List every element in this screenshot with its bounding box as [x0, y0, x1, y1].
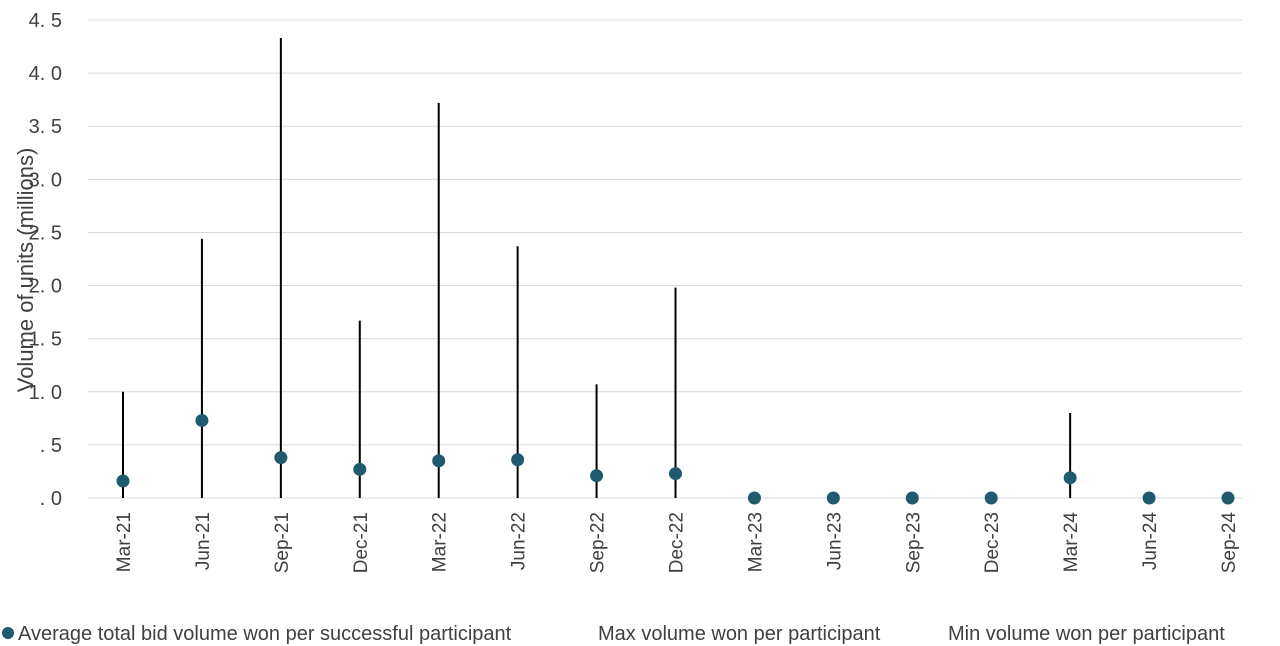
average-point: [905, 491, 919, 505]
y-tick-label: 3. 0: [29, 169, 62, 191]
legend-entry: Min volume won per participant: [948, 623, 1225, 645]
x-tick-label: Mar-21: [114, 512, 135, 572]
average-point: [432, 454, 446, 468]
x-tick-label: Dec-22: [667, 512, 688, 573]
y-tick-label: . 5: [40, 435, 62, 457]
x-tick-label: Mar-22: [430, 512, 451, 572]
y-axis-ticks: . 0 . 5 1. 0 1. 5 2. 0 2. 5 3. 0 3. 5 4. 0 4. 5: [29, 10, 62, 510]
average-point: [1142, 491, 1156, 505]
y-tick-label: . 0: [40, 488, 62, 510]
y-tick-label: 1. 5: [29, 329, 62, 351]
average-point: [1063, 471, 1077, 485]
y-tick-label: 1. 0: [29, 382, 62, 404]
x-tick-label: Sep-23: [903, 512, 924, 573]
y-tick-label: 2. 0: [29, 276, 62, 298]
grid-layer: [88, 19, 1242, 499]
y-tick-label: 4. 0: [29, 63, 62, 85]
x-tick-label: Mar-24: [1061, 512, 1082, 573]
y-tick-label: 4. 5: [29, 10, 62, 32]
x-tick-label: Jun-22: [509, 512, 530, 570]
average-point: [353, 462, 367, 476]
average-point: [195, 413, 209, 427]
range-lines: [122, 38, 1072, 498]
x-axis-ticks: Mar-21 Jun-21 Sep-21 Dec-21 Mar-22 Jun-22 Sep-…: [114, 512, 1240, 574]
average-point: [984, 491, 998, 505]
average-point: [747, 491, 761, 505]
x-tick-label: Jun-21: [193, 512, 214, 570]
legend-entry: Max volume won per participant: [598, 623, 881, 645]
average-point: [116, 474, 130, 488]
y-tick-label: 3. 5: [29, 116, 62, 138]
average-point: [669, 467, 682, 481]
average-point: [590, 469, 604, 483]
legend-marker-average: [2, 627, 14, 639]
average-point: [511, 453, 525, 467]
legend-entry: Average total bid volume won per success…: [18, 623, 512, 645]
x-tick-label: Mar-23: [745, 512, 766, 572]
x-tick-label: Jun-24: [1140, 512, 1161, 571]
average-point: [274, 451, 288, 465]
average-points: [116, 413, 1235, 505]
y-axis-label: Volume of units (millions): [13, 148, 38, 393]
average-point: [1221, 491, 1235, 505]
x-tick-label: Dec-23: [982, 512, 1003, 573]
average-point: [826, 491, 840, 505]
x-tick-label: Jun-23: [824, 512, 845, 570]
x-tick-label: Sep-21: [272, 512, 293, 573]
y-tick-label: 2. 5: [29, 222, 62, 244]
legend: Average total bid volume won per success…: [2, 623, 1225, 645]
x-tick-label: Dec-21: [351, 512, 372, 573]
x-tick-label: Sep-22: [588, 512, 609, 573]
x-tick-label: Sep-24: [1219, 512, 1240, 574]
